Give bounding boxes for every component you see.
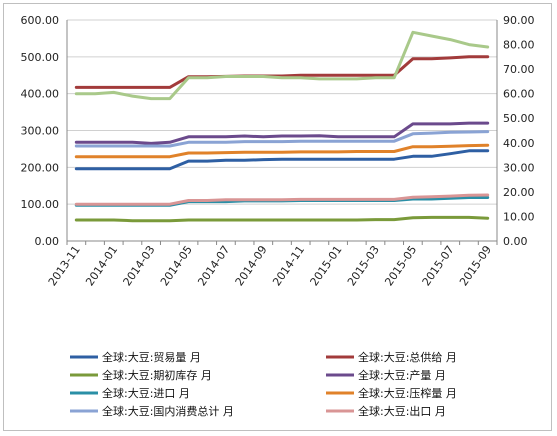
legend-label: 全球:大豆:期初库存 月	[102, 368, 212, 382]
series-line-9	[74, 30, 490, 101]
x-tick-label: 2015-01	[308, 243, 345, 288]
x-tick-label: 2014-03	[121, 243, 158, 288]
x-tick-label: 2014-07	[195, 243, 232, 288]
y-left-tick-label: 400.00	[21, 88, 60, 101]
series-line-4	[74, 121, 490, 145]
x-tick-label: 2014-01	[83, 243, 120, 288]
y-left-tick-label: 500.00	[21, 51, 60, 64]
y-right-tick-label: 80.00	[503, 39, 535, 52]
x-tick-label: 2014-11	[270, 243, 307, 288]
y-left-tick-label: 200.00	[21, 161, 60, 174]
x-tick-label: 2014-09	[233, 243, 270, 288]
x-tick-label: 2014-05	[158, 243, 195, 288]
x-tick-label: 2015-03	[345, 243, 382, 288]
y-right-tick-label: 40.00	[503, 137, 535, 150]
legend-label: 全球:大豆:总供给 月	[358, 350, 457, 364]
y-right-tick-label: 30.00	[503, 161, 535, 174]
x-tick-label: 2013-11	[46, 243, 83, 288]
legend-label: 全球:大豆:贸易量 月	[102, 350, 201, 364]
y-right-tick-label: 90.00	[503, 14, 535, 27]
series-line-6	[74, 143, 490, 159]
x-tick-label: 2015-09	[457, 243, 494, 288]
y-right-tick-label: 60.00	[503, 88, 535, 101]
series-line-2	[74, 55, 490, 89]
series-line-1	[74, 149, 490, 171]
y-left-tick-label: 600.00	[21, 14, 60, 27]
y-right-tick-label: 50.00	[503, 112, 535, 125]
legend-label: 全球:大豆:进口 月	[102, 386, 190, 400]
series-line-7	[74, 130, 490, 148]
legend-label: 全球:大豆:出口 月	[358, 404, 446, 418]
y-right-tick-label: 10.00	[503, 210, 535, 223]
legend-label: 全球:大豆:压榨量 月	[358, 386, 457, 400]
x-tick-label: 2015-07	[420, 243, 457, 288]
y-right-tick-label: 0.00	[503, 235, 528, 248]
y-right-tick-label: 20.00	[503, 186, 535, 199]
y-right-tick-label: 70.00	[503, 63, 535, 76]
legend-label: 全球:大豆:产量 月	[358, 368, 446, 382]
y-left-tick-label: 300.00	[21, 125, 60, 138]
series-line-3	[74, 215, 490, 223]
y-left-tick-label: 0.00	[35, 235, 60, 248]
y-left-tick-label: 100.00	[21, 198, 60, 211]
series-line-8	[74, 193, 490, 206]
legend-label: 全球:大豆:国内消费总计 月	[102, 404, 234, 418]
x-tick-label: 2015-05	[382, 243, 419, 288]
